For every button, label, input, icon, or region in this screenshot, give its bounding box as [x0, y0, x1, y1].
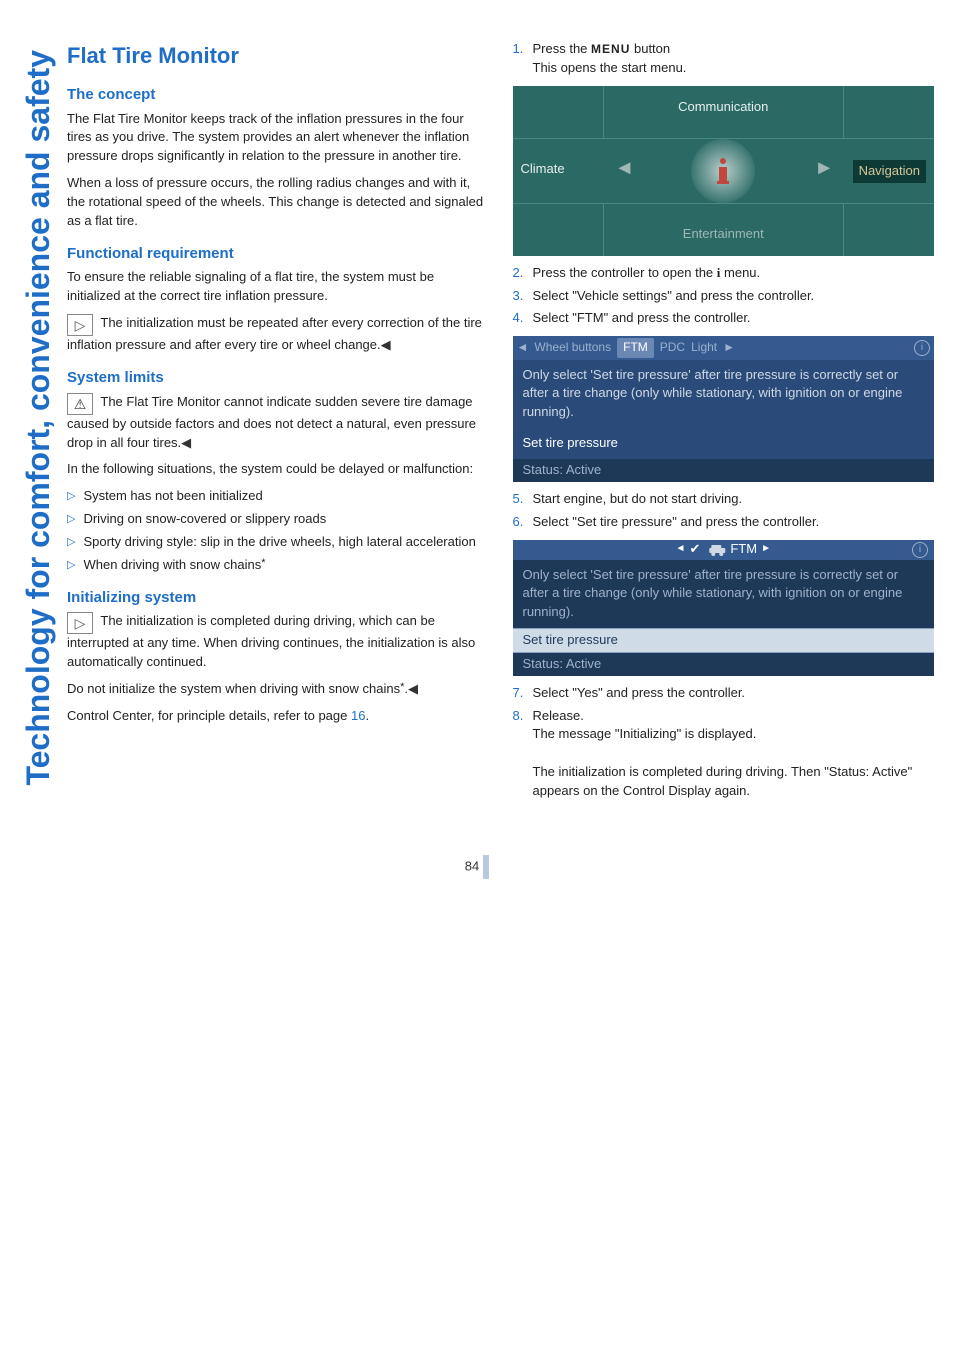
func-p1: To ensure the reliable signaling of a fl… [67, 268, 489, 306]
step-8: Release. The message "Initializing" is d… [533, 707, 935, 801]
init-note: ▷ The initialization is completed during… [67, 612, 489, 672]
chevron-right-icon: ► [814, 154, 834, 183]
step-4: Select "FTM" and press the controller. [533, 309, 935, 328]
step-1: Press the MENU button This opens the sta… [533, 40, 935, 78]
limits-b4: When driving with snow chains* [83, 556, 265, 575]
heading-concept: The concept [67, 84, 489, 106]
step-2: Press the controller to open the i menu. [533, 264, 935, 283]
screen2-body: Only select 'Set tire pressure' after ti… [513, 560, 935, 629]
concept-p2: When a loss of pressure occurs, the roll… [67, 174, 489, 231]
heading-init: Initializing system [67, 587, 489, 609]
step-num-5: 5. [513, 490, 533, 509]
bullet-icon: ▷ [67, 510, 75, 529]
init-p2: Do not initialize the system when drivin… [67, 680, 489, 699]
concept-p1: The Flat Tire Monitor keeps track of the… [67, 110, 489, 167]
car-icon [708, 544, 726, 556]
step-num-6: 6. [513, 513, 533, 532]
right-column: 1. Press the MENU button This opens the … [513, 40, 935, 805]
tab-light[interactable]: Light [691, 339, 717, 356]
bullet-icon: ▷ [67, 487, 75, 506]
menu-communication[interactable]: Communication [513, 98, 935, 117]
warning-icon: ⚠ [67, 393, 93, 415]
heading-functional: Functional requirement [67, 243, 489, 265]
init-note-text: The initialization is completed during d… [67, 613, 475, 669]
init-p3: Control Center, for principle details, r… [67, 707, 489, 726]
step-num-1: 1. [513, 40, 533, 78]
tab-ftm[interactable]: FTM [617, 338, 654, 357]
screen1-body: Only select 'Set tire pressure' after ti… [513, 360, 935, 429]
step-num-2: 2. [513, 264, 533, 283]
side-tab: Technology for comfort, convenience and … [20, 40, 57, 796]
page-number: 84 [0, 855, 954, 879]
bullet-icon: ▷ [67, 556, 75, 575]
step-num-8: 8. [513, 707, 533, 801]
screen2-title: FTM [730, 540, 757, 559]
idrive-start-menu: Communication Climate Navigation Enterta… [513, 86, 935, 256]
info-icon[interactable]: i [912, 542, 928, 558]
func-note: ▷ The initialization must be repeated af… [67, 314, 489, 355]
tab-pdc[interactable]: PDC [660, 339, 685, 356]
page-link[interactable]: 16 [351, 708, 365, 723]
chevron-left-icon: ◄ [615, 154, 635, 183]
menu-entertainment[interactable]: Entertainment [513, 225, 935, 244]
info-icon[interactable]: i [914, 340, 930, 356]
arrow-small-left-icon: ◄ [676, 542, 686, 557]
screen1-status: Status: Active [513, 459, 935, 482]
step-3: Select "Vehicle settings" and press the … [533, 287, 935, 306]
info-center-icon[interactable] [691, 139, 755, 203]
ftm-screen-tabs: ◄ Wheel buttons FTM PDC Light ► i Only s… [513, 336, 935, 482]
step-num-3: 3. [513, 287, 533, 306]
step-num-7: 7. [513, 684, 533, 703]
menu-button-label: MENU [591, 42, 630, 56]
menu-navigation[interactable]: Navigation [853, 160, 926, 183]
tab-wheel-buttons[interactable]: Wheel buttons [534, 339, 611, 356]
limits-b1: System has not been initialized [83, 487, 262, 506]
tab-arrow-left-icon[interactable]: ◄ [517, 339, 529, 356]
step-5: Start engine, but do not start driving. [533, 490, 935, 509]
tab-arrow-right-icon[interactable]: ► [723, 339, 735, 356]
ftm-screen-selected: ◄ ✔ FTM ► i Only select 'Set tire pressu… [513, 540, 935, 676]
screen2-status: Status: Active [513, 653, 935, 676]
heading-limits: System limits [67, 367, 489, 389]
func-note-text: The initialization must be repeated afte… [67, 315, 482, 352]
note-icon: ▷ [67, 612, 93, 634]
page-title: Flat Tire Monitor [67, 40, 489, 72]
limits-b2: Driving on snow-covered or slippery road… [83, 510, 326, 529]
limits-b3: Sporty driving style: slip in the drive … [83, 533, 475, 552]
limits-p: In the following situations, the system … [67, 460, 489, 479]
limits-note-text: The Flat Tire Monitor cannot indicate su… [67, 394, 476, 450]
step-num-4: 4. [513, 309, 533, 328]
check-icon: ✔ [689, 540, 700, 559]
limits-note: ⚠ The Flat Tire Monitor cannot indicate … [67, 393, 489, 453]
left-column: Flat Tire Monitor The concept The Flat T… [67, 40, 489, 805]
bullet-icon: ▷ [67, 533, 75, 552]
note-icon: ▷ [67, 314, 93, 336]
step-7: Select "Yes" and press the controller. [533, 684, 935, 703]
step-6: Select "Set tire pressure" and press the… [533, 513, 935, 532]
screen1-set-tire[interactable]: Set tire pressure [513, 428, 935, 459]
arrow-small-right-icon: ► [761, 542, 771, 557]
menu-climate[interactable]: Climate [521, 160, 565, 179]
screen2-set-tire[interactable]: Set tire pressure [513, 628, 935, 653]
